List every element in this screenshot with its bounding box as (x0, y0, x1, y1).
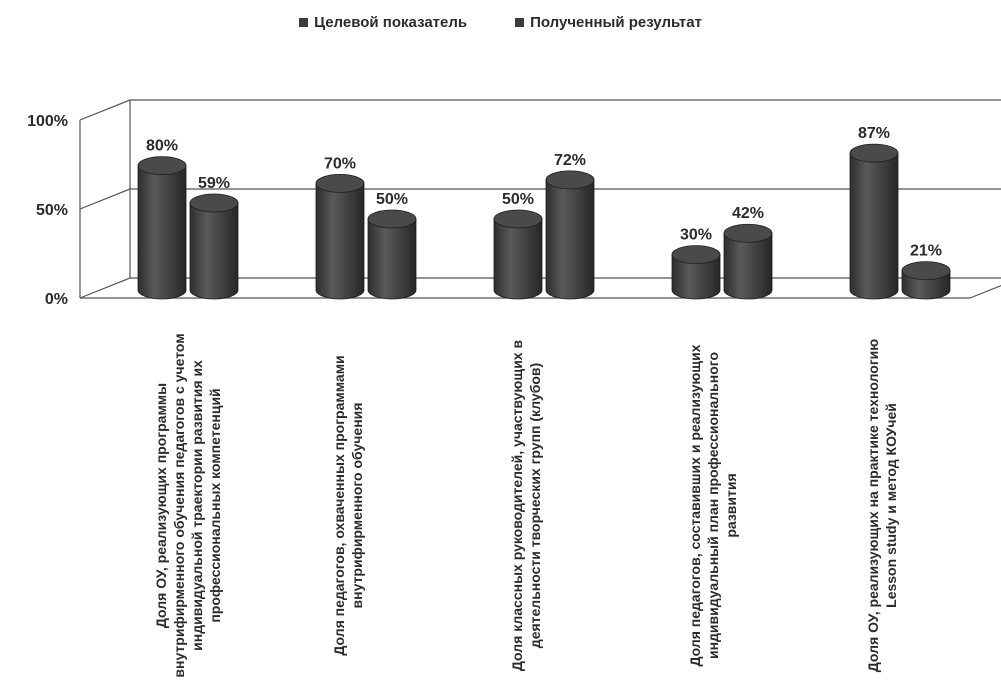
bar-top (901, 261, 951, 281)
gridline-side (79, 188, 131, 210)
bar (367, 209, 417, 300)
bar (545, 170, 595, 300)
bar (901, 261, 951, 300)
bar-top (849, 143, 899, 163)
y-tick-label: 100% (27, 113, 68, 130)
bar (849, 143, 899, 300)
bar-top (137, 156, 187, 176)
bar (493, 209, 543, 300)
legend-swatch-target (299, 18, 309, 27)
legend-label-target: Целевой показатель (314, 14, 468, 31)
data-label: 42% (732, 205, 764, 222)
gridline-side (79, 99, 131, 121)
legend-swatch-result (515, 18, 525, 27)
data-label: 72% (554, 152, 586, 169)
category-label: Доля педагогов, составивших и реализующи… (687, 344, 739, 667)
data-label: 30% (680, 227, 712, 244)
bar-top (367, 209, 417, 229)
data-label: 21% (910, 243, 942, 260)
bar-top (545, 170, 595, 190)
data-label: 70% (324, 155, 356, 172)
data-label: 50% (376, 191, 408, 208)
y-tick-label: 50% (36, 202, 68, 219)
bar-top (189, 193, 239, 213)
bar-top (671, 245, 721, 265)
bar-body (723, 232, 773, 300)
legend-item-target: Целевой показатель (299, 14, 467, 31)
bar-body (671, 254, 721, 300)
bar-body (545, 179, 595, 300)
bar (723, 223, 773, 300)
category-label: Доля педагогов, охваченных программами в… (331, 355, 365, 656)
bar (189, 193, 239, 300)
bar-top (493, 209, 543, 229)
bar-body (849, 152, 899, 300)
bar (315, 173, 365, 300)
bar-body (367, 218, 417, 300)
y-tick-label: 0% (45, 291, 68, 308)
bar-body (137, 165, 187, 300)
bar (137, 156, 187, 300)
bar-body (315, 183, 365, 300)
data-label: 50% (502, 191, 534, 208)
data-label: 87% (858, 125, 890, 142)
category-label: Доля классных руководителей, участвующих… (509, 339, 543, 672)
legend-label-result: Полученный результат (530, 14, 702, 31)
category-label: Доля ОУ, реализующих на практике техноло… (865, 338, 899, 673)
data-label: 59% (198, 175, 230, 192)
bar-top (723, 223, 773, 243)
bar-body (189, 202, 239, 300)
category-label: Доля ОУ, реализующих программы внутрифир… (153, 333, 223, 678)
floor-edge (969, 284, 1001, 299)
chart-legend: Целевой показатель Полученный результат (0, 14, 1001, 31)
bar (671, 245, 721, 300)
gridline-side (79, 277, 131, 299)
data-label: 80% (146, 138, 178, 155)
legend-item-result: Полученный результат (515, 14, 702, 31)
bar-body (493, 218, 543, 300)
bar-top (315, 173, 365, 193)
